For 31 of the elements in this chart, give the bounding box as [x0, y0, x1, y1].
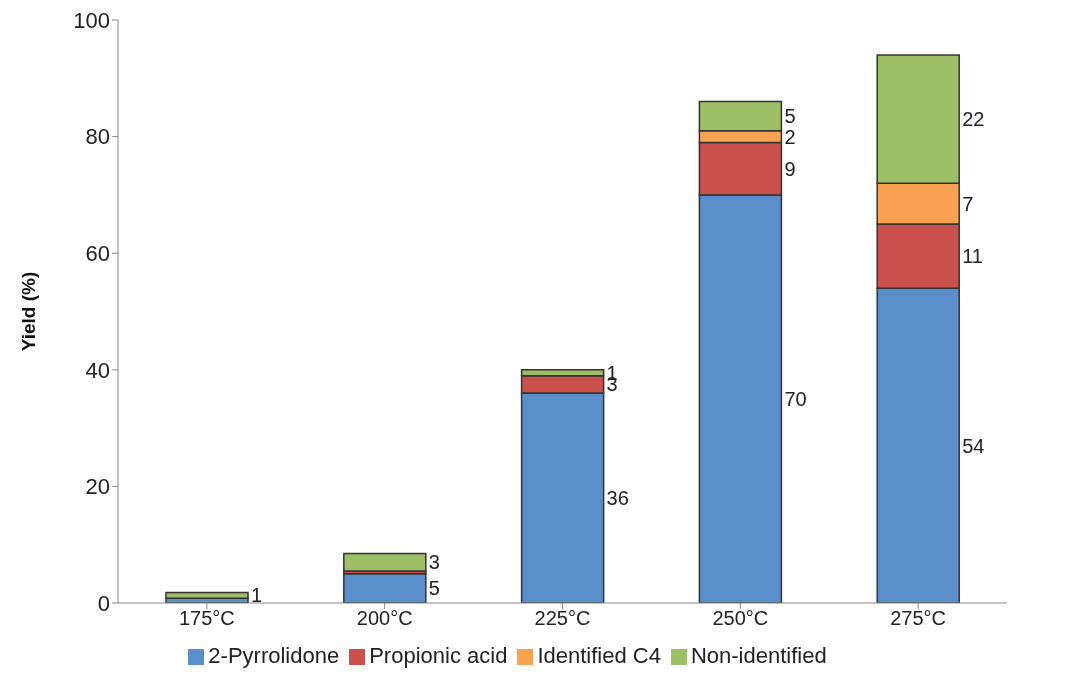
data-label: 36 [606, 487, 629, 510]
data-label: 5 [428, 577, 440, 600]
y-tick-label: 40 [85, 357, 110, 383]
x-tick-label: 225°C [534, 607, 591, 630]
data-label: 2 [784, 125, 796, 148]
legend-label: 2-Pyrrolidone [208, 643, 340, 668]
y-axis-title: Yield (%) [17, 271, 39, 352]
data-label: 3 [428, 551, 440, 574]
legend-label: Propionic acid [369, 643, 508, 668]
x-tick-label: 250°C [712, 607, 769, 630]
bar [343, 552, 427, 572]
y-tick-label: 100 [73, 7, 110, 33]
data-label: 22 [962, 108, 985, 131]
y-tick-label: 0 [97, 590, 110, 616]
x-tick-label: 200°C [356, 607, 413, 630]
data-label: 5 [784, 105, 796, 128]
data-label: 54 [962, 434, 985, 457]
x-tick-label: 175°C [178, 607, 235, 630]
bar [343, 573, 427, 603]
data-label: 11 [962, 245, 983, 268]
x-tick-label: 275°C [890, 607, 947, 630]
legend-label: Identified C4 [537, 643, 661, 668]
legend-label: Non-identified [690, 643, 827, 668]
data-label: 1 [251, 584, 263, 607]
data-label: 7 [962, 192, 974, 215]
data-label: 70 [784, 387, 807, 410]
y-tick-label: 60 [85, 241, 110, 267]
y-tick-label: 80 [85, 124, 110, 150]
bar [165, 591, 249, 600]
data-label: 9 [784, 157, 796, 180]
y-tick-label: 20 [85, 474, 110, 500]
